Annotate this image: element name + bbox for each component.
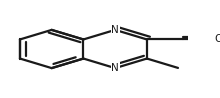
Text: O: O [214, 34, 220, 44]
Text: N: N [111, 25, 119, 35]
Text: N: N [111, 63, 119, 73]
